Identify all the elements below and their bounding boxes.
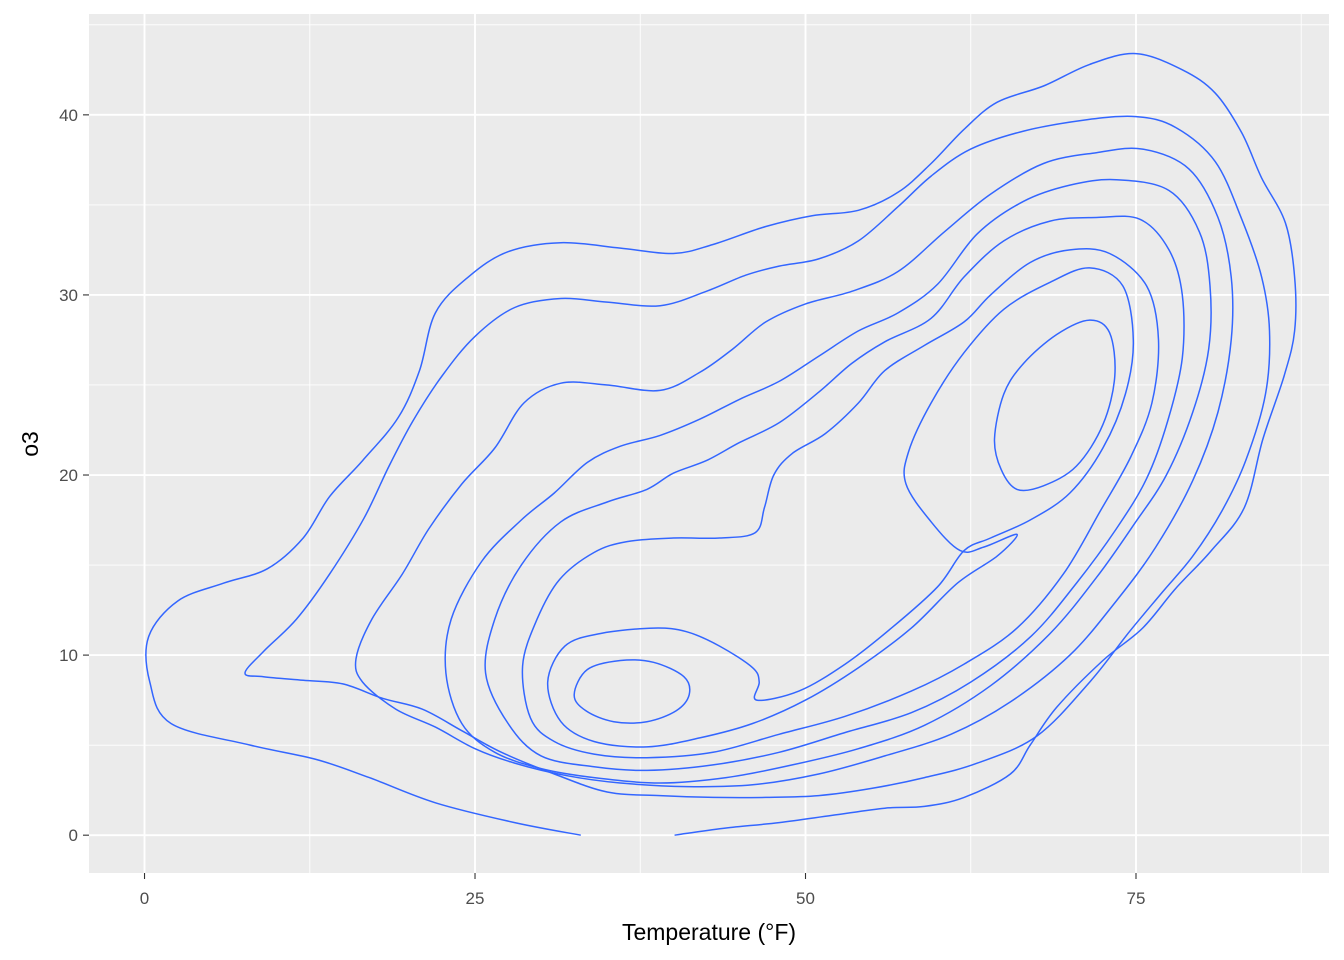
contour-level-8 [573, 659, 691, 724]
x-axis-ticks: 0 25 50 75 [140, 873, 1146, 908]
y-axis-ticks: 0 10 20 30 40 [59, 106, 89, 845]
contour-level-9 [993, 319, 1116, 492]
y-tick-label: 30 [59, 286, 78, 305]
contour-level-2 [244, 115, 1271, 799]
y-axis-title: o3 [17, 431, 43, 457]
x-axis-title: Temperature (°F) [622, 919, 796, 945]
x-tick-label: 75 [1127, 889, 1146, 908]
contour-level-7 [546, 267, 1135, 748]
contour-level-5 [484, 215, 1185, 772]
plot-panel [89, 14, 1329, 873]
x-tick-label: 0 [140, 889, 149, 908]
y-tick-label: 40 [59, 106, 78, 125]
contour-level-4 [444, 178, 1212, 784]
minor-gridlines [89, 14, 1329, 873]
x-tick-label: 50 [796, 889, 815, 908]
major-gridlines [89, 14, 1329, 873]
density-contours [145, 52, 1297, 836]
contour-level-3 [354, 147, 1234, 788]
y-tick-label: 20 [59, 466, 78, 485]
contour-level-6 [521, 248, 1160, 759]
y-tick-label: 0 [69, 826, 78, 845]
contour-level-1 [145, 52, 1297, 836]
y-tick-label: 10 [59, 646, 78, 665]
x-tick-label: 25 [466, 889, 485, 908]
